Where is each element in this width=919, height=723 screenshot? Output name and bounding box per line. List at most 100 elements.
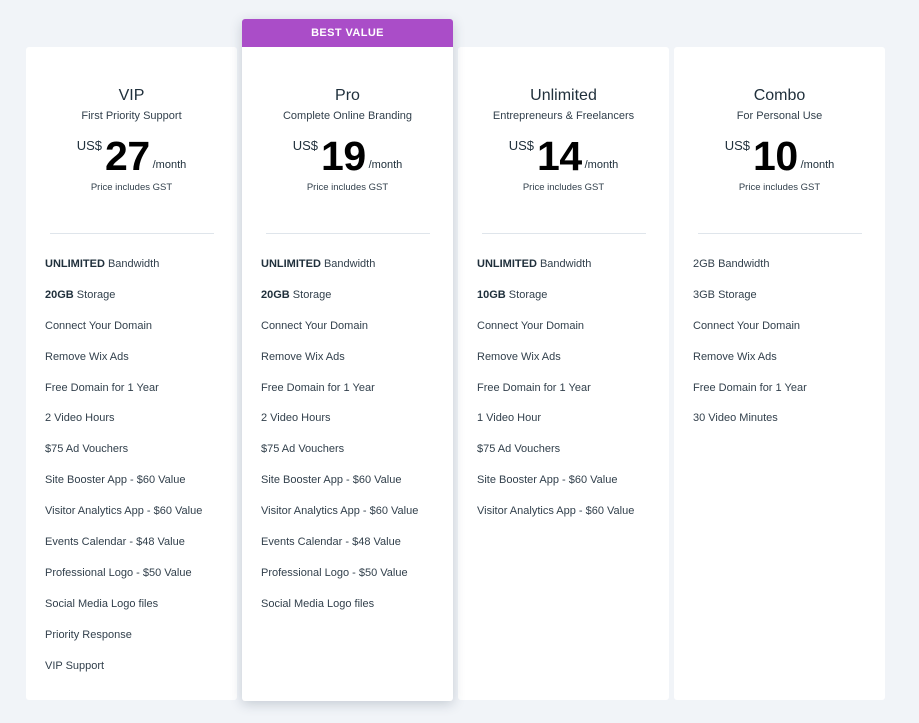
plan-name: Pro (335, 87, 360, 104)
feature-text: Social Media Logo files (261, 597, 375, 610)
feature-text: Free Domain for 1 Year (261, 381, 375, 394)
plan-header: Pro Complete Online Branding US$ 19 /mon… (242, 47, 453, 193)
feature-item: Site Booster App - $60 Value (45, 472, 237, 503)
feature-text: Bandwidth (104, 258, 160, 270)
divider (481, 233, 646, 234)
price-period: /month (368, 159, 403, 171)
plan-header: Combo For Personal Use US$ 10 /month Pri… (674, 47, 885, 193)
feature-list: 2GB Bandwidth 3GB Storage Connect Your Dom… (674, 256, 885, 441)
feature-text: $75 Ad Vouchers (261, 443, 345, 456)
feature-item: Remove Wix Ads (477, 349, 669, 380)
feature-item: Connect Your Domain (693, 318, 885, 349)
price-amount: 14 (537, 133, 582, 179)
feature-item: 10GB Storage (477, 287, 669, 318)
best-value-ribbon: BEST VALUE (242, 19, 453, 47)
feature-text: 30 Video Minutes (693, 412, 778, 425)
feature-text: Bandwidth (536, 258, 592, 270)
plan-card-unlimited[interactable]: Unlimited Entrepreneurs & Freelancers US… (458, 47, 669, 700)
feature-text: Social Media Logo files (45, 597, 159, 610)
feature-text: 3GB Storage (693, 288, 757, 301)
feature-item: Site Booster App - $60 Value (477, 472, 669, 503)
feature-item: Events Calendar - $48 Value (45, 534, 237, 565)
plan-header: VIP First Priority Support US$ 27 /month… (26, 47, 237, 193)
plan-price: US$ 27 /month (26, 136, 237, 178)
feature-text: VIP Support (45, 659, 105, 672)
feature-text: Free Domain for 1 Year (477, 381, 591, 394)
feature-item: Site Booster App - $60 Value (261, 472, 453, 503)
price-currency: US$ (508, 138, 535, 153)
feature-text: Remove Wix Ads (693, 350, 777, 363)
feature-text: Site Booster App - $60 Value (477, 474, 618, 487)
feature-item: Remove Wix Ads (693, 349, 885, 380)
gst-note: Price includes GST (90, 182, 173, 193)
feature-item: Connect Your Domain (261, 318, 453, 349)
feature-item: VIP Support (45, 658, 237, 689)
plan-price: US$ 19 /month (242, 136, 453, 178)
feature-item: Visitor Analytics App - $60 Value (261, 503, 453, 534)
feature-text: Visitor Analytics App - $60 Value (261, 505, 419, 518)
divider (49, 233, 214, 234)
feature-text: Free Domain for 1 Year (693, 381, 807, 394)
feature-item: Free Domain for 1 Year (693, 380, 885, 411)
plan-card-combo[interactable]: Combo For Personal Use US$ 10 /month Pri… (674, 47, 885, 700)
feature-text: Remove Wix Ads (477, 350, 561, 363)
gst-note: Price includes GST (522, 182, 605, 193)
plan-price: US$ 10 /month (674, 136, 885, 178)
plan-name: Combo (753, 87, 806, 104)
price-amount: 19 (321, 133, 366, 179)
feature-text: $75 Ad Vouchers (45, 443, 129, 456)
feature-text: Connect Your Domain (477, 319, 585, 332)
feature-highlight: 20GB (261, 288, 290, 301)
plan-name: VIP (118, 87, 145, 104)
feature-text: 2 Video Hours (261, 412, 331, 425)
feature-text: Free Domain for 1 Year (45, 381, 159, 394)
feature-text: Connect Your Domain (693, 319, 801, 332)
price-period: /month (584, 159, 619, 171)
feature-text: Storage (73, 288, 116, 301)
feature-text: 1 Video Hour (477, 412, 542, 425)
feature-text: Professional Logo - $50 Value (45, 566, 192, 579)
feature-item: Priority Response (45, 627, 237, 658)
plan-name: Unlimited (530, 87, 597, 104)
feature-text: Events Calendar - $48 Value (261, 536, 401, 549)
feature-item: Visitor Analytics App - $60 Value (477, 503, 669, 534)
feature-item: Connect Your Domain (477, 318, 669, 349)
plan-card-pro[interactable]: BEST VALUE Pro Complete Online Branding … (242, 19, 453, 701)
plan-tagline: First Priority Support (81, 110, 182, 122)
feature-list: UNLIMITED Bandwidth 20GB Storage Connect Y… (26, 256, 237, 688)
feature-item: 3GB Storage (693, 287, 885, 318)
price-currency: US$ (292, 138, 319, 153)
feature-item: Remove Wix Ads (45, 349, 237, 380)
feature-item: 2GB Bandwidth (693, 256, 885, 287)
feature-item: Professional Logo - $50 Value (45, 565, 237, 596)
feature-item: Remove Wix Ads (261, 349, 453, 380)
feature-item: Free Domain for 1 Year (261, 380, 453, 411)
feature-item: 20GB Storage (45, 287, 237, 318)
feature-text: Storage (289, 288, 332, 301)
plan-card-vip[interactable]: VIP First Priority Support US$ 27 /month… (26, 47, 237, 700)
feature-item: 2 Video Hours (45, 410, 237, 441)
price-currency: US$ (724, 138, 751, 153)
feature-text: Remove Wix Ads (261, 350, 345, 363)
feature-highlight: UNLIMITED (477, 258, 537, 270)
gst-note: Price includes GST (306, 182, 389, 193)
feature-item: $75 Ad Vouchers (477, 441, 669, 472)
price-period: /month (800, 159, 835, 171)
feature-item: Visitor Analytics App - $60 Value (45, 503, 237, 534)
feature-text: $75 Ad Vouchers (477, 443, 561, 456)
feature-item: 2 Video Hours (261, 410, 453, 441)
gst-note: Price includes GST (738, 182, 821, 193)
feature-text: Visitor Analytics App - $60 Value (477, 505, 635, 518)
feature-highlight: UNLIMITED (261, 258, 321, 270)
feature-text: Storage (505, 288, 548, 301)
feature-list: UNLIMITED Bandwidth 20GB Storage Connect Y… (242, 256, 453, 627)
feature-text: Site Booster App - $60 Value (45, 474, 186, 487)
price-currency: US$ (76, 138, 103, 153)
feature-item: Social Media Logo files (261, 596, 453, 627)
feature-text: Bandwidth (320, 258, 376, 270)
price-amount: 10 (753, 133, 798, 179)
feature-item: Events Calendar - $48 Value (261, 534, 453, 565)
price-amount: 27 (105, 133, 150, 179)
feature-item: UNLIMITED Bandwidth (261, 256, 453, 287)
